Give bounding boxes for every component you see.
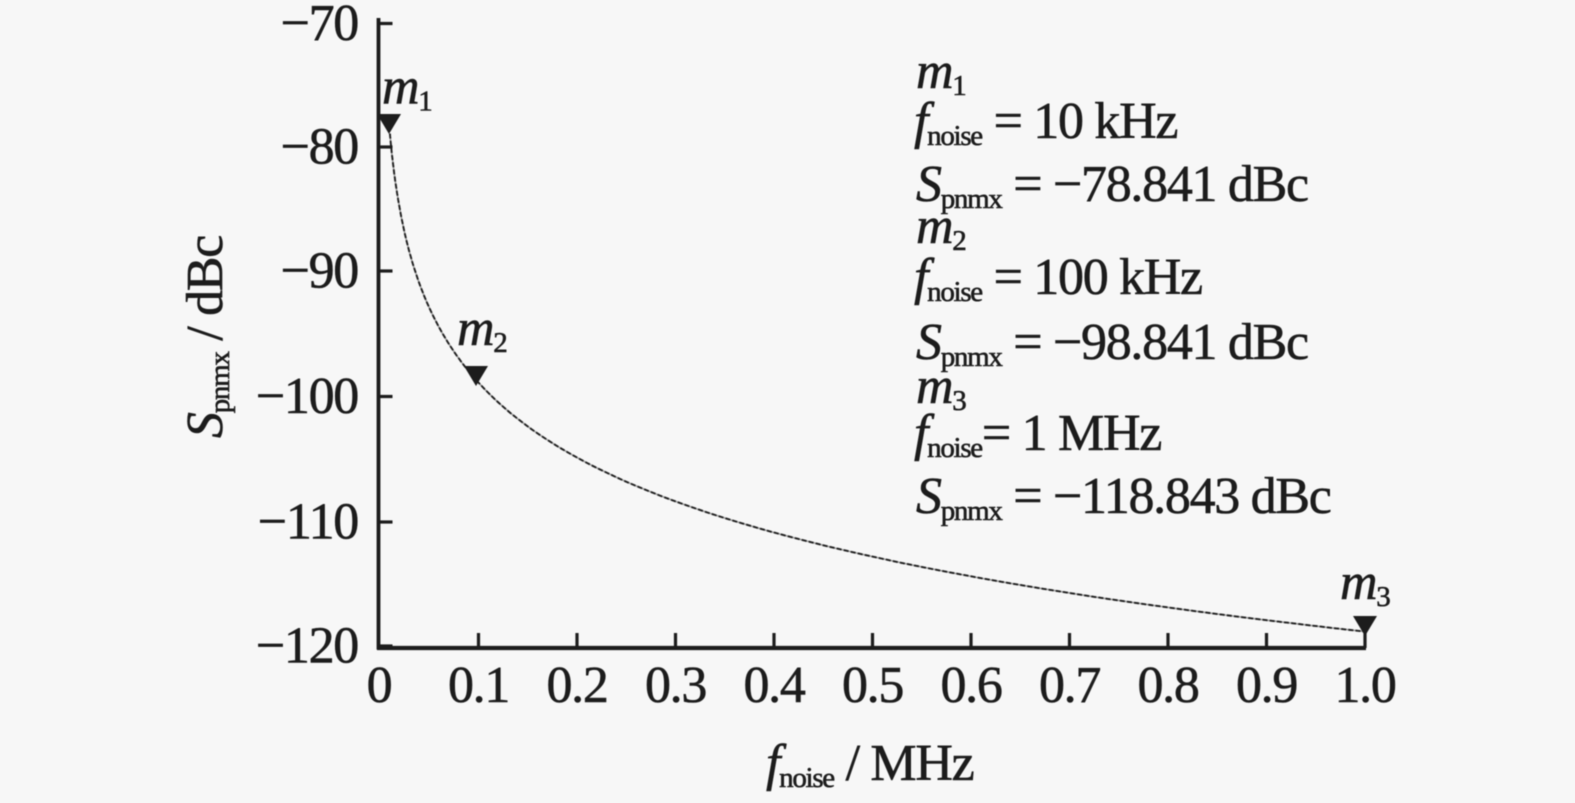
svg-text:0.7: 0.7 bbox=[1039, 657, 1100, 714]
svg-text:0.1: 0.1 bbox=[448, 657, 509, 714]
svg-text:0.4: 0.4 bbox=[743, 657, 805, 714]
svg-text:−120: −120 bbox=[256, 618, 358, 675]
svg-text:m1: m1 bbox=[382, 59, 431, 118]
svg-text:m3: m3 bbox=[1340, 554, 1390, 613]
svg-text:Spnmx = −98.841 dBc: Spnmx = −98.841 dBc bbox=[916, 314, 1308, 373]
svg-text:−90: −90 bbox=[281, 243, 359, 300]
svg-text:m2: m2 bbox=[916, 198, 965, 257]
svg-text:Spnmx = −78.841 dBc: Spnmx = −78.841 dBc bbox=[916, 156, 1308, 215]
svg-text:0.8: 0.8 bbox=[1137, 657, 1198, 714]
svg-text:m1: m1 bbox=[916, 43, 965, 102]
svg-text:0.9: 0.9 bbox=[1236, 657, 1297, 714]
svg-text:−100: −100 bbox=[256, 368, 358, 425]
svg-text:0.2: 0.2 bbox=[546, 657, 607, 714]
svg-text:fnoise = 100 kHz: fnoise = 100 kHz bbox=[914, 249, 1202, 308]
svg-text:Spnmx = −118.843 dBc: Spnmx = −118.843 dBc bbox=[916, 468, 1331, 527]
svg-text:0: 0 bbox=[367, 657, 392, 714]
svg-text:0.5: 0.5 bbox=[842, 657, 903, 714]
svg-text:−80: −80 bbox=[281, 119, 359, 176]
svg-text:0.3: 0.3 bbox=[645, 657, 706, 714]
svg-text:−70: −70 bbox=[281, 0, 359, 52]
svg-text:−110: −110 bbox=[258, 494, 358, 551]
svg-text:m3: m3 bbox=[916, 358, 966, 417]
svg-text:Spnmx / dBc: Spnmx / dBc bbox=[177, 236, 236, 438]
svg-text:0.6: 0.6 bbox=[940, 657, 1001, 714]
svg-text:1.0: 1.0 bbox=[1334, 657, 1395, 714]
svg-text:m2: m2 bbox=[457, 300, 506, 359]
svg-text:fnoise = 10 kHz: fnoise = 10 kHz bbox=[914, 93, 1177, 152]
